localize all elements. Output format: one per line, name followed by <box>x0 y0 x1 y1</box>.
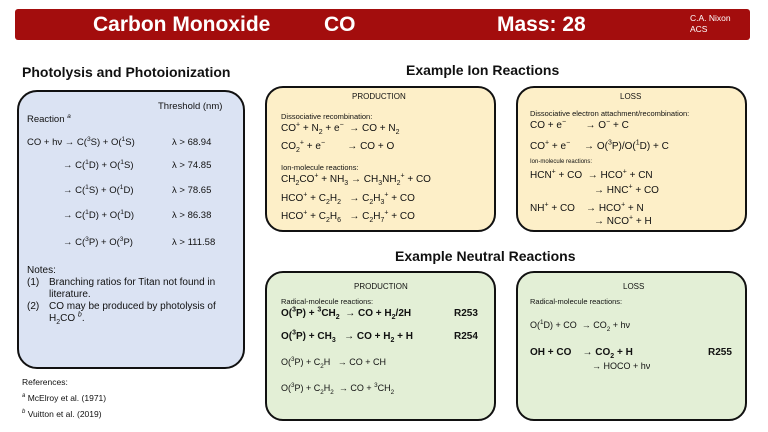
author-name: C.A. Nixon <box>690 13 731 23</box>
threshold-value: λ > 74.85 <box>172 160 212 171</box>
notes-title: Notes: <box>27 265 56 276</box>
reaction-header: Reaction a <box>27 112 71 125</box>
threshold-header: Threshold (nm) <box>158 101 223 112</box>
neutral-production-sub1: Radical-molecule reactions: <box>281 297 374 306</box>
reaction-line: → NCO+ + H <box>594 214 652 227</box>
reaction-code: R255 <box>708 347 732 358</box>
reaction-line: O(1D) + CO → CO2 + hν <box>530 319 631 333</box>
neutral-reactions-title: Example Neutral Reactions <box>395 248 576 264</box>
neutral-loss-sub1: Radical-molecule reactions: <box>530 297 623 306</box>
ion-production-sub1: Dissociative recombination: <box>281 112 373 121</box>
photolysis-row: CO + hν → C(3S) + O(1S) λ > 68.94 <box>27 135 212 148</box>
photolysis-title: Photolysis and Photoionization <box>22 64 231 80</box>
author-block: C.A. Nixon ACS <box>690 13 731 35</box>
author-org: ACS <box>690 24 708 34</box>
neutral-production-head: PRODUCTION <box>354 282 408 291</box>
reference-a: a McElroy et al. (1971) <box>22 393 107 403</box>
photolysis-row: → C(1D) + O(1D) λ > 86.38 <box>63 208 212 221</box>
reaction-line: O(3P) + C2H → CO + CH <box>281 356 387 370</box>
threshold-value: λ > 86.38 <box>172 210 212 221</box>
reaction-line: CO+ + N2 + e− → CO + N2 <box>281 121 400 136</box>
reaction-line: OH + CO → CO2 + H <box>530 347 633 360</box>
reaction-line: CO + e− → O− + C <box>530 118 629 131</box>
ion-production-sub2: Ion-molecule reactions: <box>281 163 359 172</box>
species-formula: CO <box>324 13 356 36</box>
reaction-line: CO2+ + e− → CO + O <box>281 139 395 154</box>
reaction-line: HCO+ + C2H2 → C2H3+ + CO <box>281 191 415 206</box>
reaction-line: CO+ + e− → O(3P)/O(1D) + C <box>530 139 669 152</box>
ion-loss-box <box>516 86 747 232</box>
ion-reactions-title: Example Ion Reactions <box>406 62 560 78</box>
ion-loss-sub2: Ion-molecule reactions: <box>530 159 593 165</box>
neutral-loss-head: LOSS <box>623 282 645 291</box>
reaction-line: → HOCO + hν <box>592 361 651 371</box>
photolysis-row: → C(1D) + O(1S) λ > 74.85 <box>63 158 212 171</box>
species-name: Carbon Monoxide <box>93 13 271 36</box>
reaction-line: NH+ + CO → HCO+ + N <box>530 201 644 214</box>
threshold-value: λ > 111.58 <box>172 237 216 248</box>
photolysis-row: → C(1S) + O(1D) λ > 78.65 <box>63 183 212 196</box>
ion-production-box <box>265 86 496 232</box>
reaction-line: CH2CO+ + NH3 → CH3NH2+ + CO <box>281 172 431 187</box>
note-2: (2) CO may be produced by photolysis of H… <box>27 301 216 326</box>
reaction-line: HCN+ + CO → HCO+ + CN <box>530 168 653 181</box>
title-bar <box>15 9 750 40</box>
reaction-line: O(3P) + 3CH2 → CO + H2/2H <box>281 306 412 321</box>
ion-loss-head: LOSS <box>620 92 642 101</box>
notes: Notes: (1) Branching ratios for Titan no… <box>27 265 239 326</box>
references-title: References: <box>22 377 68 387</box>
ion-production-head: PRODUCTION <box>352 92 406 101</box>
reaction-line: O(3P) + C2H2 → CO + 3CH2 <box>281 382 395 396</box>
threshold-value: λ > 68.94 <box>172 137 212 148</box>
reaction-line: HCO+ + C2H6 → C2H7+ + CO <box>281 209 415 224</box>
photolysis-row: → C(3P) + O(3P) λ > 111.58 <box>63 235 216 248</box>
reaction-line: O(3P) + CH3 → CO + H2 + H <box>281 329 414 344</box>
photolysis-box <box>17 90 245 369</box>
reference-b: b Vuitton et al. (2019) <box>22 409 102 419</box>
reaction-code: R253 <box>454 308 478 319</box>
reaction-code: R254 <box>454 331 478 342</box>
threshold-value: λ > 78.65 <box>172 185 212 196</box>
neutral-production-box <box>265 271 496 421</box>
neutral-loss-box <box>516 271 747 421</box>
species-mass: Mass: 28 <box>497 13 586 36</box>
reaction-line: → HNC+ + CO <box>594 183 659 196</box>
note-1: (1) Branching ratios for Titan not found… <box>27 277 216 300</box>
ion-loss-sub1: Dissociative electron attachment/recombi… <box>530 109 690 118</box>
